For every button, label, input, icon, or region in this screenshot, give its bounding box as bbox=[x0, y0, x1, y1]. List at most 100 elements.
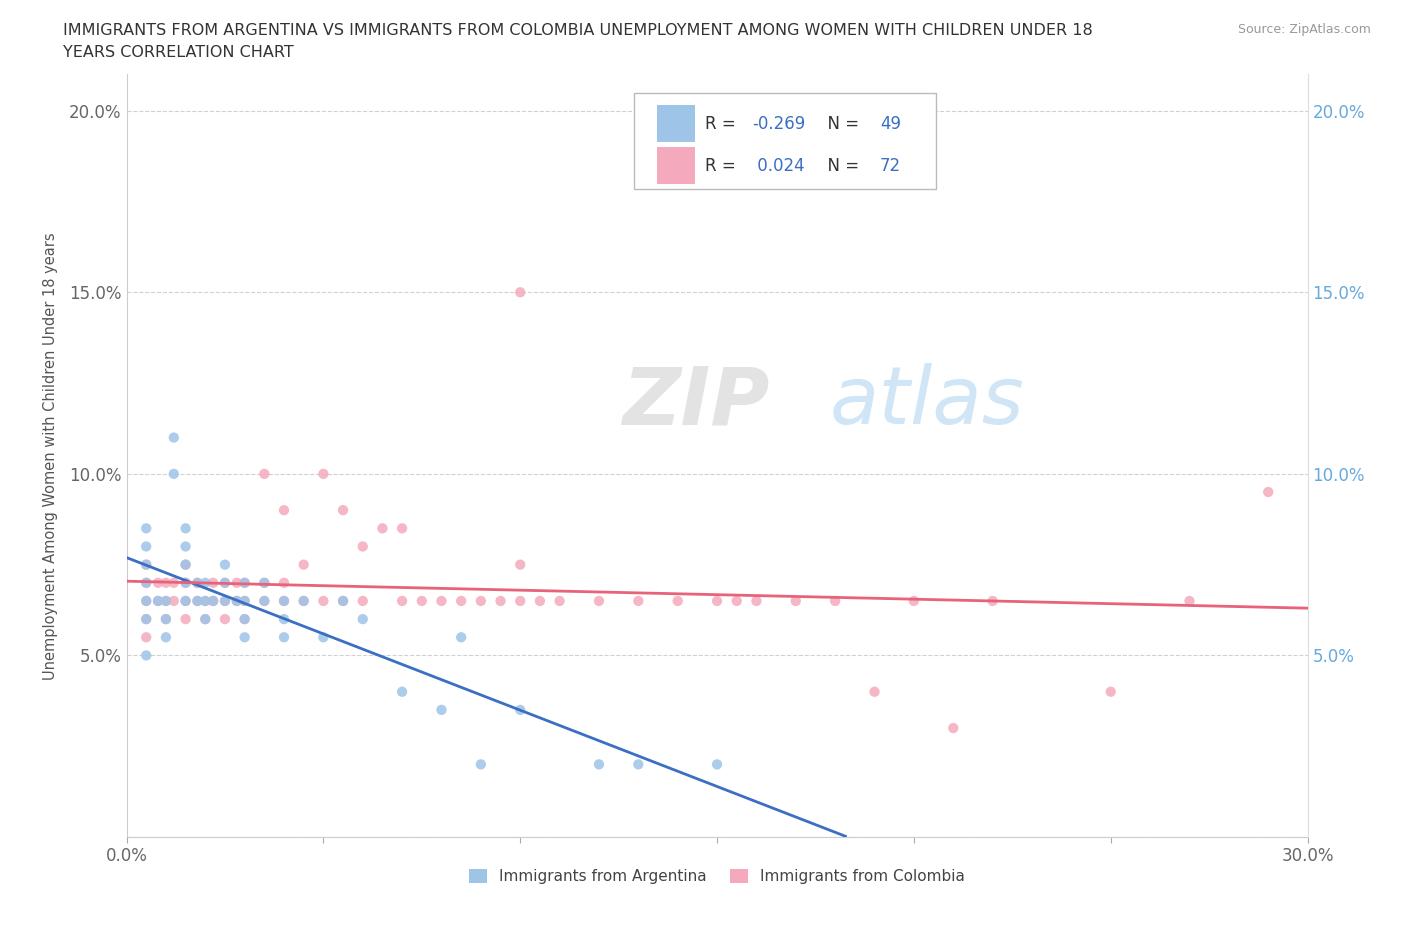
Point bbox=[146, 593, 169, 608]
Text: YEARS CORRELATION CHART: YEARS CORRELATION CHART bbox=[63, 45, 294, 60]
Point bbox=[627, 757, 650, 772]
Point bbox=[352, 612, 374, 627]
Point bbox=[903, 593, 925, 608]
Point bbox=[588, 757, 610, 772]
Point bbox=[233, 612, 256, 627]
Point bbox=[391, 593, 413, 608]
Point bbox=[202, 593, 225, 608]
Point bbox=[588, 593, 610, 608]
Text: atlas: atlas bbox=[830, 364, 1024, 442]
Point bbox=[292, 593, 315, 608]
Text: 49: 49 bbox=[880, 114, 901, 133]
Point bbox=[194, 612, 217, 627]
Point bbox=[225, 576, 247, 591]
Point bbox=[450, 630, 472, 644]
Point bbox=[352, 593, 374, 608]
Point bbox=[824, 593, 846, 608]
Point bbox=[214, 612, 236, 627]
Point bbox=[146, 576, 169, 591]
Point bbox=[186, 593, 208, 608]
Point bbox=[253, 576, 276, 591]
Point bbox=[135, 576, 157, 591]
Point bbox=[233, 630, 256, 644]
Text: N =: N = bbox=[817, 114, 865, 133]
Point bbox=[163, 430, 186, 445]
Point bbox=[163, 593, 186, 608]
Point bbox=[214, 593, 236, 608]
Y-axis label: Unemployment Among Women with Children Under 18 years: Unemployment Among Women with Children U… bbox=[44, 232, 58, 680]
FancyBboxPatch shape bbox=[657, 147, 695, 184]
Text: R =: R = bbox=[706, 114, 741, 133]
Point bbox=[174, 593, 197, 608]
Text: -0.269: -0.269 bbox=[752, 114, 806, 133]
Point bbox=[146, 593, 169, 608]
Point bbox=[391, 684, 413, 699]
Point bbox=[529, 593, 551, 608]
Point bbox=[194, 576, 217, 591]
Point bbox=[163, 576, 186, 591]
Point bbox=[225, 593, 247, 608]
Point bbox=[745, 593, 768, 608]
Point bbox=[725, 593, 748, 608]
Point bbox=[135, 612, 157, 627]
Point bbox=[214, 576, 236, 591]
Point bbox=[135, 593, 157, 608]
Point bbox=[253, 593, 276, 608]
Point bbox=[174, 593, 197, 608]
Point bbox=[273, 612, 295, 627]
Point bbox=[509, 702, 531, 717]
Point bbox=[214, 557, 236, 572]
Point bbox=[155, 576, 177, 591]
Point bbox=[135, 539, 157, 554]
Point bbox=[194, 593, 217, 608]
Point bbox=[186, 576, 208, 591]
Point bbox=[470, 593, 492, 608]
Point bbox=[430, 702, 453, 717]
Point bbox=[174, 557, 197, 572]
Point bbox=[174, 521, 197, 536]
Point bbox=[706, 593, 728, 608]
Point bbox=[627, 593, 650, 608]
Point bbox=[186, 576, 208, 591]
Point bbox=[155, 612, 177, 627]
Point bbox=[411, 593, 433, 608]
Point bbox=[509, 593, 531, 608]
Point bbox=[135, 648, 157, 663]
Point bbox=[863, 684, 886, 699]
Point bbox=[135, 521, 157, 536]
Point bbox=[430, 593, 453, 608]
Point bbox=[135, 576, 157, 591]
Point bbox=[332, 593, 354, 608]
Point bbox=[233, 593, 256, 608]
Point bbox=[253, 593, 276, 608]
Point bbox=[233, 612, 256, 627]
FancyBboxPatch shape bbox=[657, 105, 695, 142]
Point bbox=[253, 576, 276, 591]
Point bbox=[312, 593, 335, 608]
Point bbox=[273, 503, 295, 518]
Point bbox=[135, 557, 157, 572]
Point bbox=[470, 757, 492, 772]
Text: 72: 72 bbox=[880, 156, 901, 175]
Point bbox=[202, 576, 225, 591]
Point bbox=[174, 539, 197, 554]
Point bbox=[174, 557, 197, 572]
Point bbox=[312, 630, 335, 644]
Point bbox=[214, 576, 236, 591]
Point bbox=[186, 593, 208, 608]
Text: N =: N = bbox=[817, 156, 865, 175]
Point bbox=[155, 630, 177, 644]
Point bbox=[194, 612, 217, 627]
Point bbox=[273, 576, 295, 591]
Point bbox=[706, 757, 728, 772]
Point bbox=[214, 593, 236, 608]
Point bbox=[155, 593, 177, 608]
FancyBboxPatch shape bbox=[634, 94, 935, 189]
Point bbox=[509, 557, 531, 572]
Point bbox=[174, 612, 197, 627]
Point bbox=[450, 593, 472, 608]
Point bbox=[273, 630, 295, 644]
Point bbox=[1099, 684, 1122, 699]
Point bbox=[371, 521, 394, 536]
Point bbox=[253, 467, 276, 482]
